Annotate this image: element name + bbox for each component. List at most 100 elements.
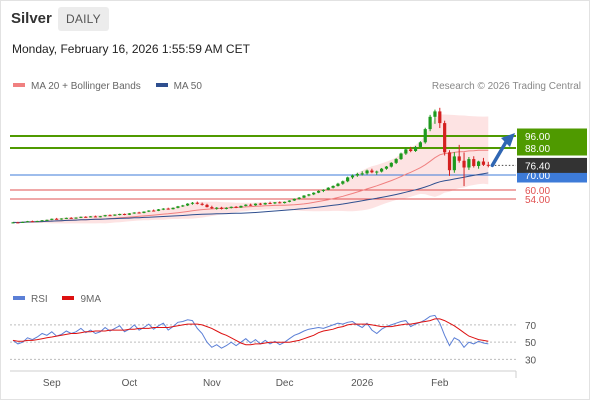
candle-body (50, 218, 54, 220)
candle-body (350, 175, 355, 178)
candle-body (370, 170, 374, 173)
ma50-line (12, 172, 489, 224)
tag-96-00-bg (517, 128, 587, 144)
candle-body (336, 183, 340, 186)
candle-body (341, 181, 345, 184)
candle-body (263, 203, 267, 205)
forecast-arrow (490, 133, 515, 168)
candle-body (186, 203, 190, 206)
candle-body (462, 160, 466, 168)
tag-last-price: 76.40 (525, 161, 550, 172)
candle-body (113, 214, 117, 216)
candle-body (443, 123, 447, 153)
candle-body (166, 208, 170, 210)
tag-last-price-bg (517, 157, 587, 173)
bollinger-band-area (13, 114, 489, 224)
candle-body (229, 206, 233, 208)
legend-item-rsi-ma: 9MA (62, 294, 101, 305)
time-tick-sep: Sep (43, 378, 61, 389)
candle-body (30, 221, 34, 223)
candle-body (326, 187, 330, 190)
candle-body (200, 203, 204, 205)
forecast-arrowhead (501, 133, 515, 147)
candle-body (452, 156, 456, 171)
candle-body (239, 205, 243, 208)
candle-body (118, 214, 122, 215)
chart-header: Silver DAILY (0, 0, 590, 36)
candle-body (360, 173, 364, 175)
candle-body (219, 207, 224, 209)
candle-body (283, 201, 287, 204)
candle-body (321, 189, 325, 191)
time-tick-2026: 2026 (351, 378, 374, 389)
candle-body (389, 162, 393, 167)
candle-body (21, 221, 25, 223)
candle-body (472, 159, 476, 166)
candle-body (413, 146, 418, 151)
research-credit: Research © 2026 Trading Central (431, 81, 581, 92)
key-levels (10, 135, 516, 200)
candle-body (428, 116, 432, 130)
candle-body (89, 216, 93, 218)
candle-body (481, 161, 486, 165)
time-tick-nov: Nov (203, 378, 221, 389)
candle-body (307, 194, 311, 196)
candle-body (195, 202, 199, 204)
candle-body (486, 164, 490, 166)
rsi-tick-label-70: 70 (525, 321, 537, 332)
candle-body (64, 217, 68, 219)
legend-swatch-ma20 (13, 83, 25, 88)
rsi-legend: RSI 9MA (13, 294, 101, 305)
legend-swatch-rsi-ma (62, 296, 75, 301)
candle-body (152, 210, 156, 212)
candle-body (35, 221, 39, 223)
candle-body (132, 212, 136, 214)
tag-70-00: 70.00 (525, 171, 550, 182)
candle-body (438, 111, 442, 124)
candle-body (176, 206, 180, 208)
candle-body (55, 218, 59, 220)
candle-body (122, 214, 127, 215)
candle-body (477, 161, 481, 166)
candle-body (40, 220, 44, 222)
candle-body (137, 212, 141, 214)
rsi-tick-label-50: 50 (525, 338, 537, 349)
candle-body (108, 215, 112, 217)
legend-item-rsi: RSI (13, 294, 50, 305)
candle-body (11, 222, 15, 224)
legend-item-ma20: MA 20 + Bollinger Bands (13, 81, 144, 92)
candle-body (346, 177, 350, 182)
candle-body (210, 207, 214, 209)
candle-body (59, 218, 64, 220)
candle-body (181, 205, 185, 207)
time-axis: Sep Oct Nov Dec 2026 Feb (10, 370, 517, 389)
candle-body (409, 149, 413, 151)
candle-body (244, 204, 248, 206)
time-tick-dec: Dec (276, 378, 294, 389)
candle-body (331, 185, 335, 188)
candle-body (433, 111, 437, 117)
candle-body (258, 203, 262, 205)
candlesticks (11, 107, 490, 224)
candle-body (127, 213, 131, 215)
candle-body (418, 142, 422, 147)
instrument-title: Silver (11, 10, 52, 27)
candle-body (404, 149, 408, 154)
legend-item-ma50: MA 50 (155, 81, 202, 92)
timeframe-badge[interactable]: DAILY (58, 7, 109, 31)
candle-body (16, 222, 20, 224)
time-tick-oct: Oct (122, 378, 138, 389)
candle-body (98, 216, 102, 218)
candle-body (190, 202, 195, 204)
candle-body (273, 202, 277, 204)
tag-96-00: 96.00 (525, 132, 550, 143)
candle-body (215, 207, 219, 209)
moving-averages (12, 149, 489, 224)
tag-60-00: 60.00 (525, 186, 550, 197)
candle-body (380, 168, 384, 172)
candle-body (147, 210, 151, 212)
candle-body (161, 208, 165, 210)
candle-body (103, 215, 107, 217)
